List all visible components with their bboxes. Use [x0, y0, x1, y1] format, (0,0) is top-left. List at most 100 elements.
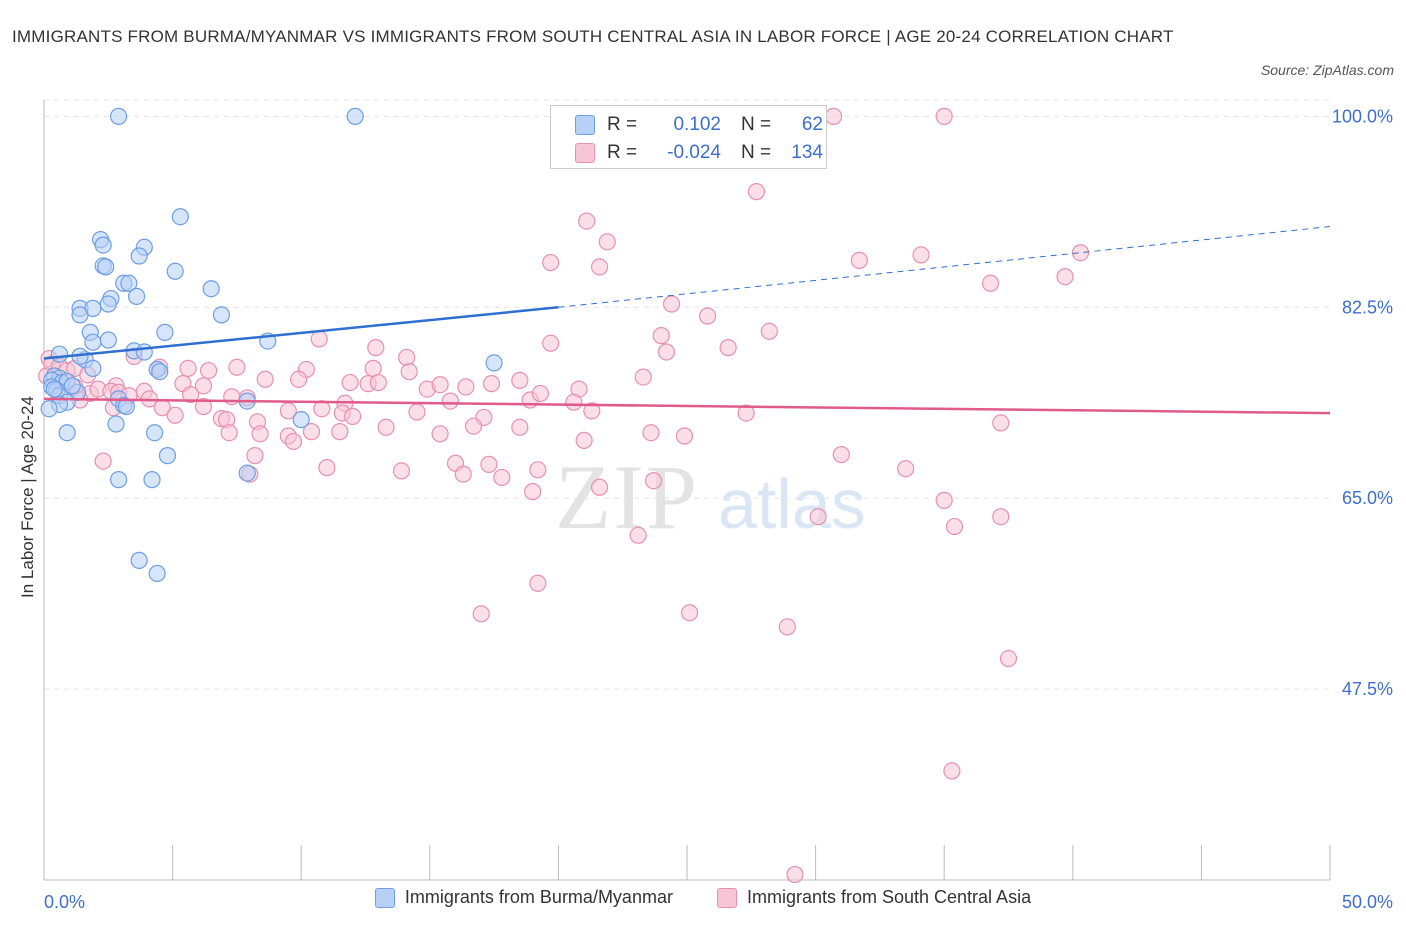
data-point-south-central-asia	[590, 478, 609, 496]
data-point-south-central-asia	[590, 258, 609, 276]
data-point-south-central-asia	[747, 183, 766, 201]
data-point-burma	[50, 345, 69, 363]
data-point-south-central-asia	[464, 417, 483, 435]
data-point-south-central-asia	[472, 605, 490, 623]
gridlines	[44, 99, 1330, 690]
data-point-burma	[71, 306, 89, 324]
data-point-south-central-asia	[912, 246, 930, 264]
data-point-south-central-asia	[809, 508, 827, 526]
data-point-burma	[58, 424, 76, 442]
data-point-south-central-asia	[166, 406, 184, 424]
data-point-south-central-asia	[279, 402, 297, 420]
data-point-burma	[94, 236, 112, 254]
trend-lines	[43, 226, 1331, 415]
data-point-south-central-asia	[223, 388, 241, 406]
data-point-south-central-asia	[629, 526, 647, 544]
data-point-south-central-asia	[981, 274, 1000, 292]
data-point-south-central-asia	[369, 373, 387, 392]
chart-title: IMMIGRANTS FROM BURMA/MYANMAR VS IMMIGRA…	[12, 27, 1174, 46]
data-point-south-central-asia	[825, 107, 843, 125]
data-point-south-central-asia	[642, 424, 660, 442]
stats-row-south-central-asia: R = -0.024 N = 134	[575, 138, 823, 168]
data-point-south-central-asia	[634, 368, 652, 386]
stats-swatch-blue	[575, 115, 595, 135]
x-tick-label-min: 0.0%	[44, 892, 85, 912]
data-point-burma	[40, 400, 58, 418]
data-point-burma	[202, 280, 220, 298]
data-point-south-central-asia	[529, 461, 547, 479]
data-point-south-central-asia	[441, 392, 459, 410]
data-point-south-central-asia	[454, 465, 472, 483]
data-point-burma	[151, 363, 169, 381]
y-tick-label: 82.5%	[1342, 297, 1393, 317]
data-point-south-central-asia	[284, 432, 303, 451]
data-point-burma	[120, 274, 138, 292]
data-point-south-central-asia	[598, 233, 616, 251]
data-point-south-central-asia	[1071, 244, 1090, 262]
data-point-south-central-asia	[220, 424, 238, 442]
stats-row-burma: R = 0.102 N = 62	[575, 110, 823, 140]
data-point-burma	[97, 258, 115, 276]
data-point-burma	[84, 359, 102, 377]
data-point-burma	[346, 107, 364, 125]
legend-item-burma[interactable]: Immigrants from Burma/Myanmar	[374, 887, 673, 908]
data-point-south-central-asia	[524, 483, 542, 501]
data-point-south-central-asia	[251, 425, 269, 443]
data-point-south-central-asia	[179, 359, 197, 377]
data-point-burma	[109, 471, 128, 489]
data-point-burma	[127, 287, 146, 305]
data-point-burma	[99, 331, 117, 349]
y-tick-label: 100.0%	[1332, 106, 1393, 126]
data-point-south-central-asia	[992, 414, 1010, 432]
data-point-burma	[485, 354, 503, 372]
data-point-south-central-asia	[657, 343, 676, 361]
data-point-south-central-asia	[310, 330, 328, 348]
watermark-zip: ZIP	[555, 446, 699, 548]
data-point-south-central-asia	[943, 762, 961, 780]
data-point-south-central-asia	[578, 212, 596, 230]
data-point-south-central-asia	[511, 418, 529, 436]
data-point-south-central-asia	[945, 517, 964, 536]
data-point-south-central-asia	[529, 574, 547, 592]
data-point-south-central-asia	[400, 363, 418, 381]
data-point-south-central-asia	[302, 423, 321, 441]
data-point-south-central-asia	[94, 452, 112, 470]
trend-line-burma	[43, 306, 559, 360]
data-point-burma	[99, 295, 117, 313]
data-point-south-central-asia	[457, 378, 475, 396]
data-point-burma	[130, 247, 148, 265]
data-point-south-central-asia	[760, 322, 778, 340]
data-point-burma	[143, 471, 161, 489]
r-value: 0.102	[673, 114, 721, 135]
data-point-south-central-asia	[256, 370, 274, 388]
watermark-atlas: atlas	[718, 465, 866, 543]
n-value: 62	[801, 114, 823, 135]
data-point-south-central-asia	[644, 472, 663, 490]
legend-swatch-pink	[716, 887, 737, 908]
legend-item-south-central-asia[interactable]: Immigrants from South Central Asia	[716, 887, 1031, 908]
data-point-south-central-asia	[331, 423, 349, 441]
data-point-south-central-asia	[680, 604, 699, 622]
trend-line-south-central-asia	[43, 397, 1331, 415]
data-point-burma	[145, 424, 164, 442]
data-point-burma	[109, 107, 128, 125]
data-point-south-central-asia	[377, 418, 395, 436]
data-point-south-central-asia	[408, 403, 426, 421]
axes	[43, 100, 1331, 881]
data-point-burma	[238, 464, 256, 482]
data-point-burma	[148, 564, 166, 583]
data-point-burma	[107, 415, 125, 433]
data-point-south-central-asia	[832, 445, 850, 464]
data-point-burma	[292, 411, 310, 429]
n-label: N =	[741, 114, 772, 135]
data-point-south-central-asia	[542, 334, 560, 352]
stats-swatch-pink	[575, 143, 595, 163]
tick-labels: 47.5% 65.0% 82.5% 100.0% 0.0% 50.0%	[44, 106, 1393, 912]
y-axis-label: In Labor Force | Age 20-24	[18, 396, 37, 598]
data-point-south-central-asia	[542, 253, 560, 272]
data-point-burma	[156, 323, 174, 341]
trend-line-burma-projection	[558, 226, 1331, 308]
data-point-burma	[63, 377, 81, 395]
data-point-burma	[212, 306, 231, 324]
data-point-south-central-asia	[786, 865, 804, 884]
